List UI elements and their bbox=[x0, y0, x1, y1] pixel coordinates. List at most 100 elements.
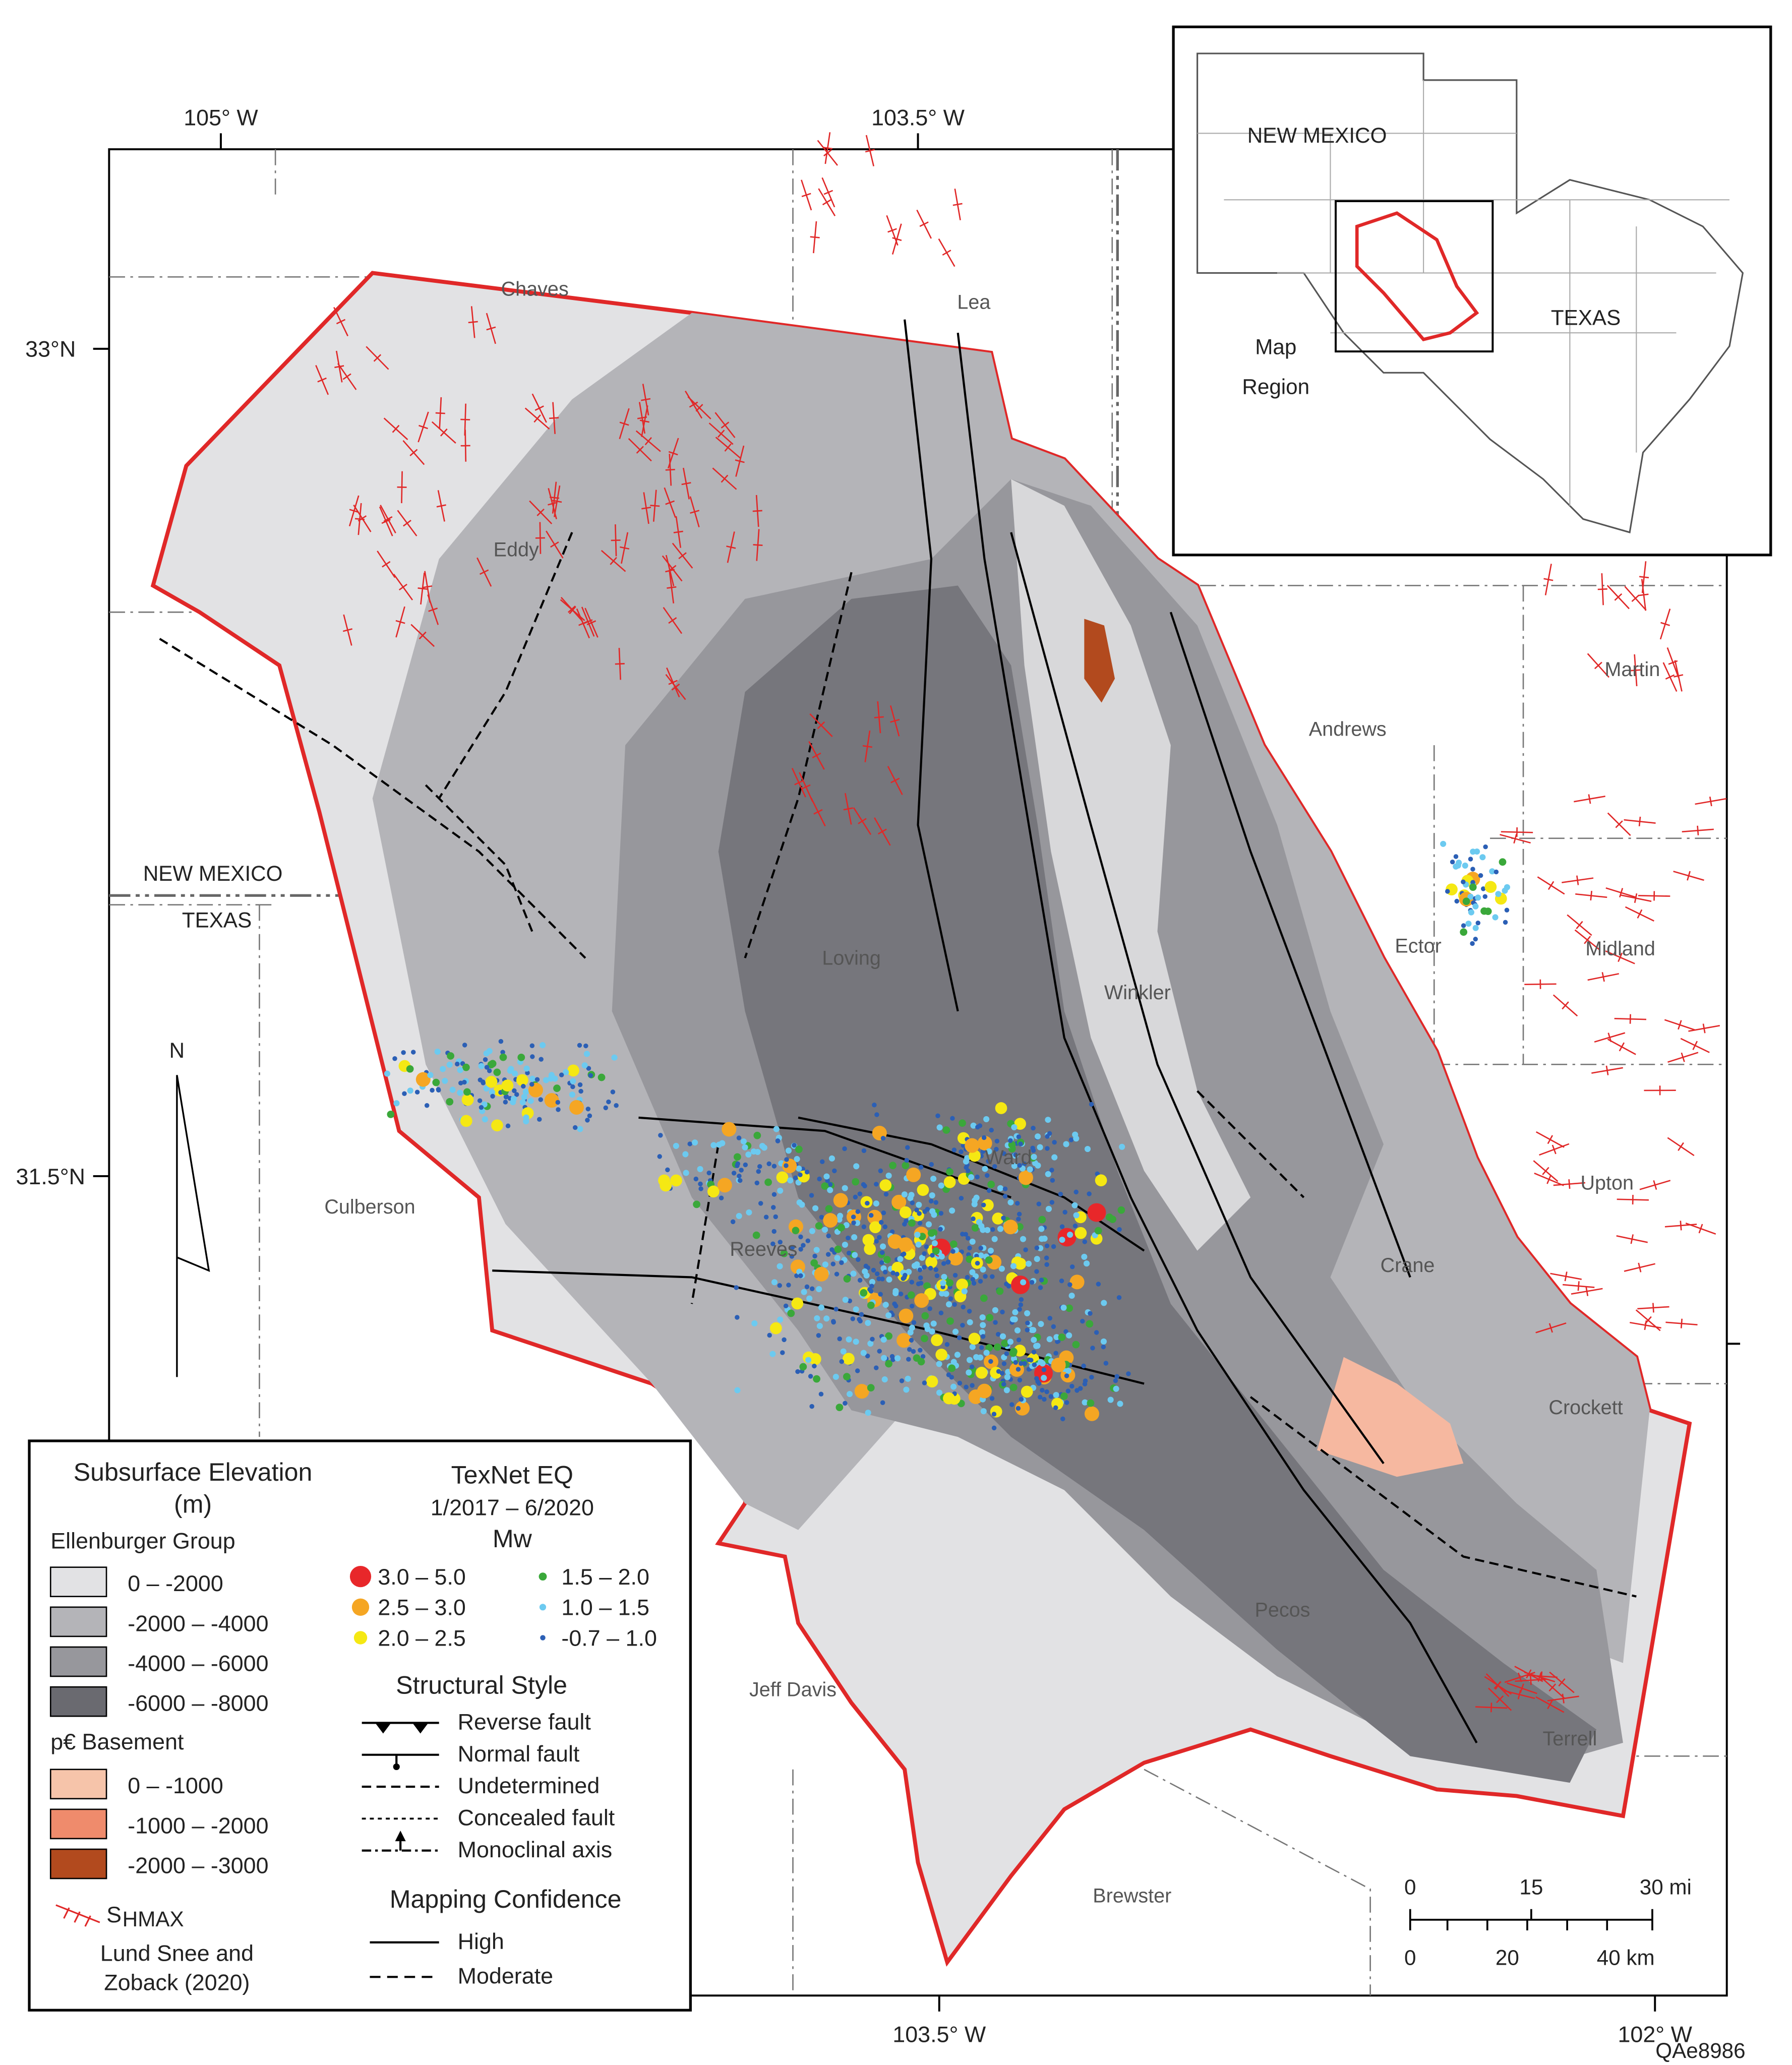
shmax-marker bbox=[1605, 950, 1635, 964]
earthquake bbox=[606, 1099, 611, 1105]
earthquake bbox=[746, 1209, 752, 1216]
earthquake bbox=[929, 1328, 935, 1335]
shmax-marker bbox=[393, 574, 413, 600]
earthquake bbox=[842, 1146, 847, 1151]
earthquake bbox=[989, 1396, 995, 1401]
earthquake bbox=[881, 1376, 888, 1383]
earthquake bbox=[880, 1337, 887, 1343]
earthquake bbox=[463, 1088, 471, 1096]
earthquake bbox=[952, 1302, 957, 1307]
earthquake bbox=[766, 1161, 771, 1167]
earthquake bbox=[786, 1283, 791, 1288]
earthquake bbox=[1016, 1217, 1021, 1222]
earthquake bbox=[868, 1212, 874, 1218]
earthquake bbox=[885, 1332, 892, 1340]
shmax-marker bbox=[524, 407, 550, 430]
earthquake bbox=[879, 1179, 892, 1191]
earthquake bbox=[1072, 1223, 1078, 1229]
county-label: Ector bbox=[1395, 935, 1441, 957]
earthquake bbox=[812, 1363, 817, 1369]
earthquake bbox=[915, 1241, 922, 1248]
earthquake bbox=[814, 1266, 829, 1282]
earthquake bbox=[943, 1392, 955, 1405]
earthquake bbox=[401, 1050, 406, 1055]
shmax-marker bbox=[431, 421, 456, 444]
legend-label: -0.7 – 1.0 bbox=[561, 1625, 656, 1651]
earthquake bbox=[736, 1212, 742, 1220]
earthquake bbox=[931, 1334, 943, 1347]
earthquake bbox=[1012, 1309, 1019, 1315]
earthquake bbox=[991, 1412, 997, 1417]
earthquake bbox=[970, 1383, 975, 1388]
earthquake bbox=[954, 1352, 961, 1358]
shmax-marker bbox=[1574, 794, 1605, 804]
earthquake bbox=[892, 1288, 899, 1295]
earthquake bbox=[823, 1213, 838, 1228]
legend-label: Normal fault bbox=[458, 1741, 580, 1767]
earthquake bbox=[719, 1140, 726, 1146]
shmax-marker bbox=[436, 490, 446, 522]
faults bbox=[159, 319, 1637, 1743]
earthquake bbox=[487, 1061, 495, 1069]
earthquake bbox=[982, 1199, 994, 1211]
earthquake bbox=[534, 1077, 540, 1082]
earthquake bbox=[961, 1304, 966, 1310]
earthquake bbox=[424, 1103, 430, 1108]
earthquake bbox=[825, 1178, 830, 1183]
earthquake bbox=[971, 1201, 978, 1207]
earthquake bbox=[1470, 880, 1475, 885]
earthquake bbox=[1038, 1285, 1043, 1290]
earthquake bbox=[959, 1119, 966, 1127]
earthquake bbox=[1049, 1168, 1054, 1173]
earthquake bbox=[1057, 1228, 1077, 1247]
earthquake bbox=[559, 1072, 564, 1077]
shmax-marker bbox=[650, 490, 660, 522]
earthquake bbox=[1000, 1309, 1005, 1315]
scale-label: 40 km bbox=[1597, 1946, 1655, 1970]
earthquake bbox=[1067, 1282, 1072, 1287]
shmax-marker bbox=[752, 495, 762, 527]
earthquake bbox=[978, 1223, 985, 1230]
earthquake bbox=[914, 1232, 921, 1238]
shmax-marker bbox=[681, 467, 691, 500]
earthquake bbox=[1084, 1145, 1091, 1152]
earthquake bbox=[952, 1272, 958, 1278]
legend-label: -4000 – -6000 bbox=[128, 1650, 268, 1676]
earthquake bbox=[415, 1072, 431, 1087]
earthquake bbox=[1101, 1344, 1106, 1350]
earthquake bbox=[507, 1067, 513, 1074]
earthquake bbox=[856, 1257, 861, 1262]
earthquake bbox=[818, 1304, 825, 1311]
earthquake bbox=[969, 1364, 975, 1369]
earthquake bbox=[919, 1254, 925, 1261]
shmax-marker bbox=[581, 606, 595, 637]
earthquake bbox=[1013, 1360, 1019, 1365]
shmax-marker bbox=[1574, 929, 1600, 951]
earthquake bbox=[1101, 1300, 1107, 1306]
earthquake bbox=[487, 1068, 492, 1073]
earthquake bbox=[880, 1277, 885, 1282]
earthquake bbox=[918, 1275, 923, 1281]
shmax-marker bbox=[714, 412, 736, 438]
earthquake bbox=[938, 1210, 944, 1216]
earthquake bbox=[1032, 1362, 1037, 1367]
earthquake bbox=[1009, 1349, 1017, 1357]
earthquake bbox=[922, 1264, 927, 1270]
earthquake bbox=[773, 1214, 779, 1220]
earthquake bbox=[1470, 867, 1475, 872]
shmax-marker bbox=[1501, 827, 1533, 837]
earthquake bbox=[1018, 1170, 1033, 1185]
earthquake bbox=[1049, 1200, 1055, 1205]
earthquake bbox=[975, 1367, 988, 1379]
earthquake bbox=[538, 1097, 544, 1102]
earthquake bbox=[1100, 1338, 1107, 1345]
earthquake bbox=[1060, 1304, 1067, 1311]
earthquake bbox=[780, 1350, 785, 1355]
earthquake bbox=[994, 1146, 999, 1152]
earthquake bbox=[491, 1119, 503, 1132]
earthquake bbox=[916, 1201, 922, 1208]
earthquake bbox=[930, 1320, 937, 1327]
shmax-marker bbox=[1485, 1673, 1510, 1697]
earthquake bbox=[941, 1273, 947, 1280]
